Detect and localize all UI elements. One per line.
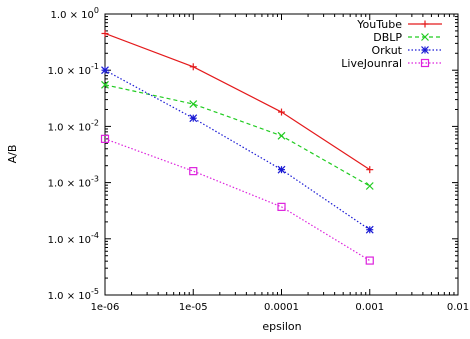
- data-point: [366, 166, 374, 174]
- data-point: [101, 66, 109, 75]
- x-tick-label: 1e-05: [179, 302, 208, 313]
- data-point: [101, 29, 109, 37]
- x-axis-label: epsilon: [262, 320, 301, 333]
- series-line: [104, 69, 371, 231]
- data-point: [421, 33, 429, 41]
- y-tick-label: 1.0 × 10-3: [48, 175, 99, 190]
- series-youtube: [101, 29, 374, 174]
- data-point: [365, 225, 374, 234]
- series-line: [104, 138, 371, 262]
- plot-frame: [104, 13, 459, 296]
- data-point: [189, 63, 197, 71]
- y-tick-label: 1.0 × 10-5: [48, 287, 99, 302]
- data-point: [365, 182, 374, 190]
- legend-label: LiveJounral: [341, 57, 402, 70]
- x-tick-label: 1e-06: [91, 302, 120, 313]
- y-tick-label: 1.0 × 10-2: [48, 118, 99, 133]
- y-axis-label: A/B: [6, 145, 19, 164]
- series-line: [104, 32, 371, 171]
- series-livejounral: [100, 134, 374, 265]
- legend-entry-livejounral: LiveJounral: [341, 57, 442, 70]
- series-line: [104, 84, 371, 187]
- data-point: [100, 134, 110, 143]
- y-tick-label: 1.0 × 10-1: [48, 62, 99, 77]
- data-point: [277, 165, 286, 174]
- legend-label: YouTube: [356, 18, 402, 31]
- legend-label: Orkut: [372, 44, 403, 57]
- ticks: 1e-06 1e-05 0.0001 0.001 0.01 1.0 × 100 1.0 × …: [48, 6, 469, 313]
- legend-entry-orkut: Orkut: [372, 44, 442, 57]
- y-tick-label: 1.0 × 100: [51, 6, 99, 21]
- axes: [104, 13, 459, 296]
- data-point: [277, 131, 286, 140]
- x-tick-label: 0.001: [355, 302, 384, 313]
- data-point: [365, 256, 374, 265]
- data-point: [189, 114, 198, 123]
- x-tick-label: 0.0001: [264, 302, 299, 313]
- data-point: [421, 46, 429, 54]
- data-point: [277, 202, 286, 211]
- x-tick-label: 0.01: [447, 302, 469, 313]
- legend-entry-youtube: YouTube: [356, 18, 442, 31]
- y-tick-label: 1.0 × 10-4: [48, 231, 99, 246]
- data-point: [420, 58, 430, 68]
- legend-entry-dblp: DBLP: [373, 31, 442, 44]
- data-point: [421, 20, 429, 28]
- data-point: [278, 108, 285, 116]
- legend-label: DBLP: [373, 31, 402, 44]
- data-point: [189, 100, 198, 108]
- series: [100, 29, 374, 265]
- data-point: [189, 167, 198, 176]
- series-orkut: [101, 66, 374, 234]
- series-dblp: [101, 80, 374, 190]
- data-point: [101, 80, 109, 89]
